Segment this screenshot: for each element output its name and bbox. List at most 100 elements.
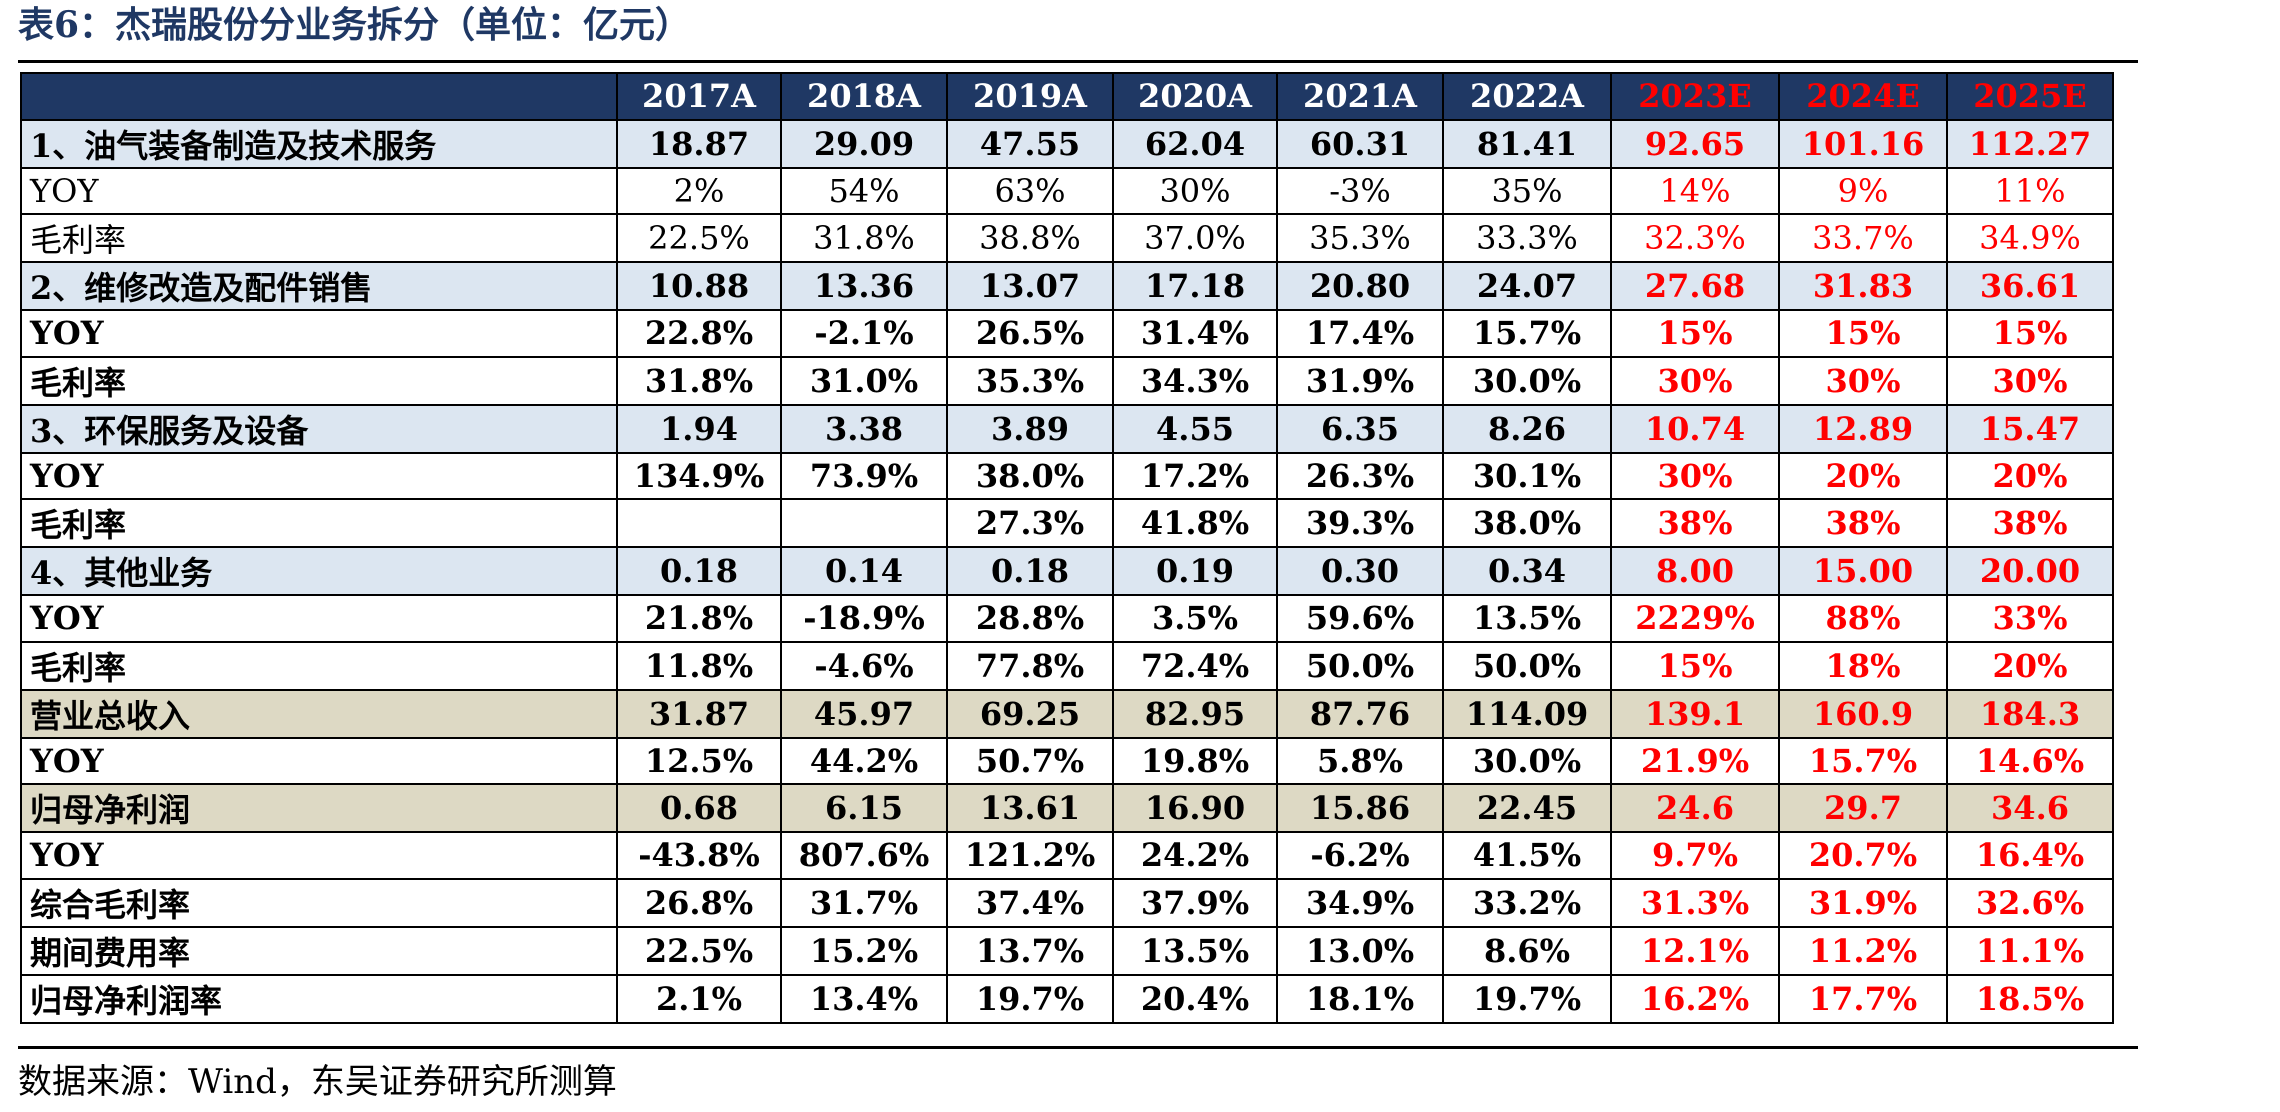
table-title: 表6：杰瑞股份分业务拆分（单位：亿元） bbox=[18, 4, 692, 46]
value-cell: 13.7% bbox=[946, 925, 1114, 976]
estimate-cell: 184.3 bbox=[1946, 688, 2114, 739]
estimate-cell: 38% bbox=[1946, 498, 2114, 548]
value-cell: 82.95 bbox=[1112, 688, 1278, 739]
row-label: 4、其他业务 bbox=[20, 546, 618, 596]
table-row: 归母净利润率 2.1% 13.4% 19.7% 20.4% 18.1% 19.7% 16.2%… bbox=[20, 973, 2114, 1024]
value-cell: 13.5% bbox=[1112, 925, 1278, 976]
estimate-cell: 8.00 bbox=[1610, 546, 1780, 596]
value-cell: 38.8% bbox=[946, 213, 1114, 263]
row-label: 毛利率 bbox=[20, 640, 618, 691]
row-label: 归母净利润 bbox=[20, 783, 618, 833]
table-row: 毛利率 22.5% 31.8% 38.8% 37.0% 35.3% 33.3% 32.3% 33… bbox=[20, 213, 2114, 263]
header-row: 2017A 2018A 2019A 2020A 2021A 2022A 2023… bbox=[20, 72, 2114, 121]
value-cell: 3.38 bbox=[780, 403, 948, 454]
row-label: 毛利率 bbox=[20, 355, 618, 406]
value-cell: 37.0% bbox=[1112, 213, 1278, 263]
row-label: 3、环保服务及设备 bbox=[20, 403, 618, 454]
value-cell: 807.6% bbox=[780, 831, 948, 880]
value-cell: 5.8% bbox=[1276, 736, 1444, 785]
year-header: 2022A bbox=[1442, 72, 1612, 121]
value-cell: 33.3% bbox=[1442, 213, 1612, 263]
estimate-cell: 15.47 bbox=[1946, 403, 2114, 454]
estimate-cell: 15% bbox=[1946, 309, 2114, 358]
value-cell: 18.87 bbox=[616, 118, 782, 169]
value-cell: 4.55 bbox=[1112, 403, 1278, 454]
value-cell: 45.97 bbox=[780, 688, 948, 739]
value-cell: 31.87 bbox=[616, 688, 782, 739]
business-breakdown-table: 2017A 2018A 2019A 2020A 2021A 2022A 2023… bbox=[20, 72, 2114, 1024]
value-cell: 26.3% bbox=[1276, 451, 1444, 500]
value-cell: 15.2% bbox=[780, 925, 948, 976]
row-label: 综合毛利率 bbox=[20, 877, 618, 928]
year-header-estimate: 2024E bbox=[1778, 72, 1948, 121]
estimate-cell: 12.89 bbox=[1778, 403, 1948, 454]
row-label: 毛利率 bbox=[20, 498, 618, 548]
value-cell: 3.89 bbox=[946, 403, 1114, 454]
value-cell: -18.9% bbox=[780, 594, 948, 643]
value-cell: 26.8% bbox=[616, 877, 782, 928]
estimate-cell: 30% bbox=[1778, 355, 1948, 406]
value-cell: 16.90 bbox=[1112, 783, 1278, 833]
value-cell: 77.8% bbox=[946, 640, 1114, 691]
row-label: YOY bbox=[20, 736, 618, 785]
estimate-cell: 24.6 bbox=[1610, 783, 1780, 833]
value-cell: 24.2% bbox=[1112, 831, 1278, 880]
value-cell: 35% bbox=[1442, 166, 1612, 215]
value-cell: 11.8% bbox=[616, 640, 782, 691]
value-cell: 0.18 bbox=[616, 546, 782, 596]
top-rule bbox=[18, 60, 2138, 63]
table-row: 4、其他业务 0.18 0.14 0.18 0.19 0.30 0.34 8.00 15.00 2… bbox=[20, 546, 2114, 596]
value-cell: 0.68 bbox=[616, 783, 782, 833]
estimate-cell: 12.1% bbox=[1610, 925, 1780, 976]
estimate-cell: 30% bbox=[1610, 451, 1780, 500]
table-row: YOY 12.5% 44.2% 50.7% 19.8% 5.8% 30.0% 21.9% 15.… bbox=[20, 736, 2114, 785]
value-cell: 33.2% bbox=[1442, 877, 1612, 928]
value-cell: 2.1% bbox=[616, 973, 782, 1024]
row-label: 1、油气装备制造及技术服务 bbox=[20, 118, 618, 169]
value-cell: 114.09 bbox=[1442, 688, 1612, 739]
table-row: 3、环保服务及设备 1.94 3.38 3.89 4.55 6.35 8.26 10.74 12… bbox=[20, 403, 2114, 454]
value-cell: 50.0% bbox=[1442, 640, 1612, 691]
year-header: 2021A bbox=[1276, 72, 1444, 121]
value-cell: 22.8% bbox=[616, 309, 782, 358]
value-cell: 34.9% bbox=[1276, 877, 1444, 928]
estimate-cell: 11.2% bbox=[1778, 925, 1948, 976]
table-row: 毛利率 27.3% 41.8% 39.3% 38.0% 38% 38% 38% bbox=[20, 498, 2114, 548]
value-cell bbox=[780, 498, 948, 548]
value-cell: 13.5% bbox=[1442, 594, 1612, 643]
value-cell: 24.07 bbox=[1442, 261, 1612, 311]
value-cell: 37.4% bbox=[946, 877, 1114, 928]
value-cell: 3.5% bbox=[1112, 594, 1278, 643]
value-cell: 20.80 bbox=[1276, 261, 1444, 311]
value-cell: 134.9% bbox=[616, 451, 782, 500]
year-header-estimate: 2023E bbox=[1610, 72, 1780, 121]
source-note: 数据来源：Wind，东吴证券研究所测算 bbox=[18, 1062, 617, 1102]
estimate-cell: 36.61 bbox=[1946, 261, 2114, 311]
value-cell: 17.2% bbox=[1112, 451, 1278, 500]
value-cell: 15.86 bbox=[1276, 783, 1444, 833]
table-row: 综合毛利率 26.8% 31.7% 37.4% 37.9% 34.9% 33.2% 31.3%… bbox=[20, 877, 2114, 928]
value-cell: 13.4% bbox=[780, 973, 948, 1024]
value-cell: 8.26 bbox=[1442, 403, 1612, 454]
value-cell: 0.30 bbox=[1276, 546, 1444, 596]
value-cell: 30.0% bbox=[1442, 355, 1612, 406]
year-header-estimate: 2025E bbox=[1946, 72, 2114, 121]
row-label: YOY bbox=[20, 309, 618, 358]
estimate-cell: 30% bbox=[1946, 355, 2114, 406]
estimate-cell: 9% bbox=[1778, 166, 1948, 215]
estimate-cell: 21.9% bbox=[1610, 736, 1780, 785]
year-header: 2020A bbox=[1112, 72, 1278, 121]
value-cell: 15.7% bbox=[1442, 309, 1612, 358]
year-header: 2017A bbox=[616, 72, 782, 121]
estimate-cell: 11% bbox=[1946, 166, 2114, 215]
value-cell: 35.3% bbox=[946, 355, 1114, 406]
value-cell: 31.0% bbox=[780, 355, 948, 406]
value-cell: 8.6% bbox=[1442, 925, 1612, 976]
estimate-cell: 15% bbox=[1610, 309, 1780, 358]
row-label: 归母净利润率 bbox=[20, 973, 618, 1024]
value-cell: 41.8% bbox=[1112, 498, 1278, 548]
value-cell: 30% bbox=[1112, 166, 1278, 215]
value-cell: 20.4% bbox=[1112, 973, 1278, 1024]
value-cell: 18.1% bbox=[1276, 973, 1444, 1024]
value-cell: 19.8% bbox=[1112, 736, 1278, 785]
